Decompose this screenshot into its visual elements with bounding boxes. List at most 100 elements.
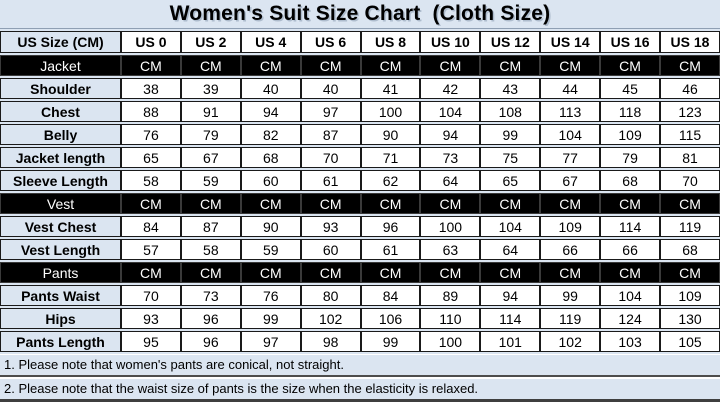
value-cell: 68 — [660, 239, 720, 260]
value-cell: 77 — [540, 147, 601, 168]
row-label: Shoulder — [0, 78, 121, 99]
chart-title: Women's Suit Size Chart (Cloth Size) — [169, 2, 551, 25]
value-cell: 96 — [180, 331, 241, 352]
value-cell: 113 — [540, 101, 601, 122]
header-row: US Size (CM) US 0 US 2 US 4 US 6 US 8 US 10 US … — [0, 31, 720, 53]
value-cell: 123 — [660, 101, 720, 122]
value-cell: 104 — [480, 216, 541, 237]
value-cell: 58 — [121, 170, 181, 191]
value-cell: 44 — [540, 78, 601, 99]
header-cell-us-4: US 4 — [240, 31, 301, 53]
data-row-sleeve-length: Sleeve Length 58 59 60 61 62 64 65 67 68 70 — [0, 170, 720, 191]
value-cell: 71 — [360, 147, 421, 168]
value-cell: CM — [121, 193, 181, 214]
value-cell: 100 — [420, 331, 481, 352]
size-table-body: Jacket CM CM CM CM CM CM CM CM CM CM Shoulder 38 39 40… — [0, 55, 720, 352]
value-cell: 91 — [180, 101, 241, 122]
value-cell: 100 — [360, 101, 421, 122]
value-cell: 94 — [420, 124, 481, 145]
value-cell: 99 — [240, 308, 301, 329]
row-label: Chest — [0, 101, 121, 122]
row-label: Hips — [0, 308, 121, 329]
value-cell: 70 — [300, 147, 361, 168]
value-cell: 99 — [540, 285, 601, 306]
value-cell: 115 — [660, 124, 720, 145]
value-cell: 62 — [360, 170, 421, 191]
value-cell: 66 — [600, 239, 661, 260]
header-cell-us-0: US 0 — [121, 31, 181, 53]
value-cell: 124 — [600, 308, 661, 329]
header-cell-us-6: US 6 — [300, 31, 361, 53]
value-cell: 90 — [360, 124, 421, 145]
value-cell: CM — [600, 262, 661, 283]
value-cell: 64 — [420, 170, 481, 191]
value-cell: CM — [480, 262, 541, 283]
value-cell: 46 — [660, 78, 720, 99]
value-cell: 98 — [300, 331, 361, 352]
value-cell: CM — [360, 262, 421, 283]
value-cell: 43 — [480, 78, 541, 99]
value-cell: 90 — [240, 216, 301, 237]
row-label: Pants Waist — [0, 285, 121, 306]
value-cell: 66 — [540, 239, 601, 260]
value-cell: CM — [600, 55, 661, 76]
value-cell: 61 — [360, 239, 421, 260]
value-cell: 59 — [180, 170, 241, 191]
value-cell: CM — [480, 55, 541, 76]
value-cell: 82 — [240, 124, 301, 145]
value-cell: 76 — [121, 124, 181, 145]
value-cell: 73 — [180, 285, 241, 306]
value-cell: CM — [420, 262, 481, 283]
value-cell: 109 — [600, 124, 661, 145]
value-cell: 97 — [240, 331, 301, 352]
data-row-hips: Hips 93 96 99 102 106 110 114 119 124 130 — [0, 308, 720, 329]
value-cell: 42 — [420, 78, 481, 99]
data-row-jacket-length: Jacket length 65 67 68 70 71 73 75 77 79 81 — [0, 147, 720, 168]
footnotes: 1. Please note that women's pants are co… — [0, 355, 720, 402]
value-cell: 99 — [360, 331, 421, 352]
value-cell: 89 — [420, 285, 481, 306]
header-cell-us-size-cm-: US Size (CM) — [0, 31, 121, 53]
value-cell: 76 — [240, 285, 301, 306]
value-cell: 105 — [660, 331, 720, 352]
header-cell-us-18: US 18 — [660, 31, 720, 53]
data-row-vest-length: Vest Length 57 58 59 60 61 63 64 66 66 68 — [0, 239, 720, 260]
data-row-chest: Chest 88 91 94 97 100 104 108 113 118 123 — [0, 101, 720, 122]
header-cell-us-16: US 16 — [600, 31, 661, 53]
value-cell: CM — [480, 193, 541, 214]
value-cell: CM — [540, 262, 601, 283]
value-cell: 79 — [600, 147, 661, 168]
value-cell: 60 — [300, 239, 361, 260]
row-label: Jacket — [0, 55, 121, 76]
value-cell: 114 — [480, 308, 541, 329]
value-cell: CM — [660, 262, 720, 283]
value-cell: CM — [180, 262, 241, 283]
value-cell: 109 — [660, 285, 720, 306]
data-row-pants-waist: Pants Waist 70 73 76 80 84 89 94 99 104 109 — [0, 285, 720, 306]
row-label: Pants — [0, 262, 121, 283]
value-cell: CM — [180, 55, 241, 76]
value-cell: 104 — [420, 101, 481, 122]
section-row-vest: Vest CM CM CM CM CM CM CM CM CM CM — [0, 193, 720, 214]
section-row-pants: Pants CM CM CM CM CM CM CM CM CM CM — [0, 262, 720, 283]
chart-title-bar: Women's Suit Size Chart (Cloth Size) — [0, 0, 720, 29]
value-cell: 67 — [540, 170, 601, 191]
value-cell: 57 — [121, 239, 181, 260]
data-row-vest-chest: Vest Chest 84 87 90 93 96 100 104 109 114 119 — [0, 216, 720, 237]
row-label: Vest Length — [0, 239, 121, 260]
value-cell: CM — [660, 193, 720, 214]
value-cell: 130 — [660, 308, 720, 329]
value-cell: 93 — [300, 216, 361, 237]
header-cell-us-8: US 8 — [360, 31, 421, 53]
value-cell: 41 — [360, 78, 421, 99]
value-cell: 80 — [300, 285, 361, 306]
value-cell: CM — [240, 193, 301, 214]
value-cell: 70 — [660, 170, 720, 191]
row-label: Pants Length — [0, 331, 121, 352]
value-cell: 68 — [600, 170, 661, 191]
value-cell: 61 — [300, 170, 361, 191]
value-cell: 87 — [180, 216, 241, 237]
value-cell: 40 — [300, 78, 361, 99]
value-cell: CM — [240, 262, 301, 283]
